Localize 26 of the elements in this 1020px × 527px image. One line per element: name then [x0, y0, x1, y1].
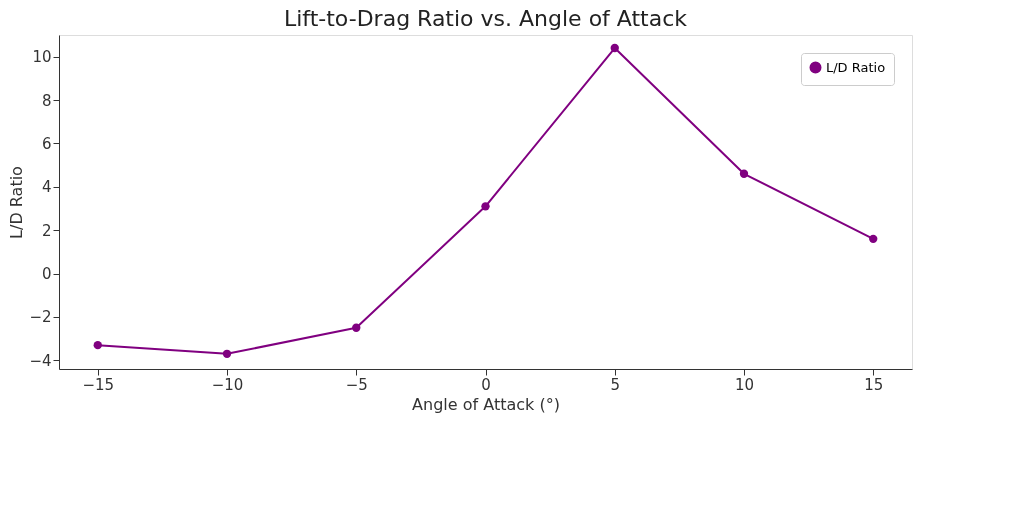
- x-tick-label: −15: [82, 375, 115, 394]
- x-tick-label: −10: [211, 375, 244, 394]
- y-tick-label: −4: [29, 351, 52, 370]
- y-tick-label: 8: [41, 91, 52, 110]
- x-tick-label: −5: [345, 375, 368, 394]
- y-tick-label: −2: [29, 308, 52, 327]
- y-tick-label: 6: [41, 134, 52, 153]
- x-axis-title: Angle of Attack (°): [412, 394, 560, 414]
- point: [93, 340, 102, 350]
- x-tick-label: 15: [864, 375, 884, 394]
- y-tick-label: 10: [32, 48, 52, 67]
- y-axis-title: L/D Ratio: [7, 166, 27, 239]
- y-tick-label: 4: [41, 178, 52, 197]
- x-tick-label: 5: [610, 375, 621, 394]
- point: [610, 43, 619, 53]
- point: [352, 323, 361, 332]
- point: [222, 349, 232, 358]
- chart-title: Lift-to-Drag Ratio vs. Angle of Attack: [283, 6, 688, 31]
- point: [739, 169, 749, 178]
- point: [869, 234, 878, 244]
- y-tick-label: 0: [41, 265, 52, 284]
- y-tick-label: 2: [41, 221, 52, 240]
- legend-label: L/D Ratio: [826, 59, 886, 75]
- x-tick-label: 0: [481, 375, 491, 394]
- x-tick-label: 10: [734, 375, 755, 394]
- point: [481, 202, 490, 211]
